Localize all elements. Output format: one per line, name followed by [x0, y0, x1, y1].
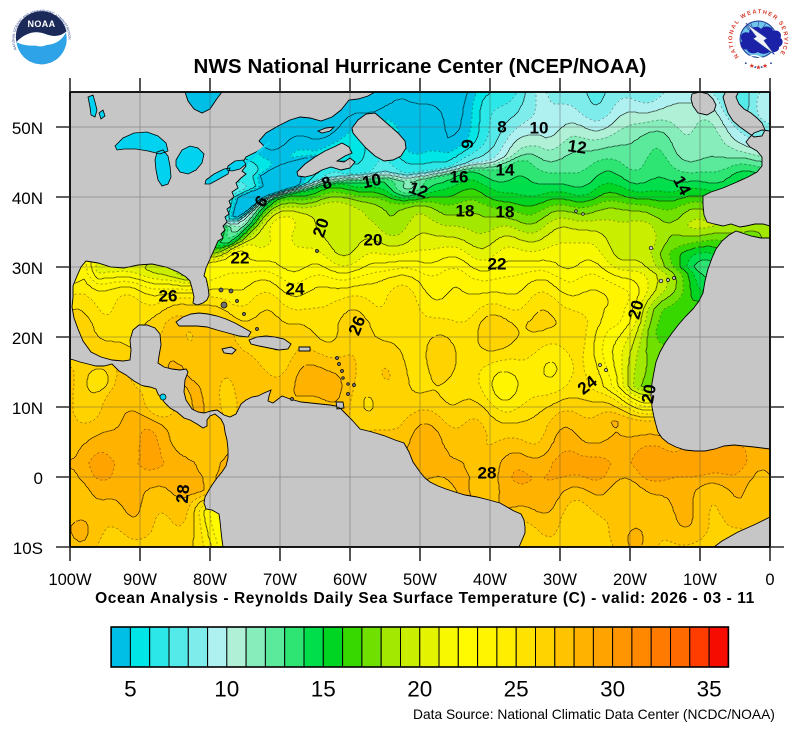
svg-text:15: 15	[311, 677, 336, 702]
svg-text:20: 20	[364, 230, 383, 249]
svg-text:24: 24	[286, 279, 305, 298]
svg-text:NOAA: NOAA	[27, 19, 55, 29]
svg-text:6: 6	[458, 139, 477, 148]
svg-text:20: 20	[407, 677, 432, 702]
svg-text:35: 35	[697, 677, 722, 702]
svg-text:10: 10	[214, 677, 239, 702]
svg-text:20: 20	[309, 216, 333, 240]
svg-text:20: 20	[638, 383, 660, 405]
svg-text:16: 16	[450, 167, 469, 186]
svg-text:8: 8	[497, 117, 506, 136]
svg-text:18: 18	[456, 201, 475, 220]
svg-text:30: 30	[600, 677, 625, 702]
svg-text:20: 20	[624, 298, 647, 321]
svg-text:25: 25	[504, 677, 529, 702]
svg-text:14: 14	[496, 160, 515, 179]
svg-text:22: 22	[488, 254, 507, 273]
svg-text:12: 12	[566, 136, 587, 157]
svg-text:22: 22	[231, 248, 250, 267]
svg-text:5: 5	[124, 677, 137, 702]
svg-text:10: 10	[530, 118, 549, 137]
svg-text:28: 28	[478, 463, 497, 482]
svg-text:28: 28	[173, 484, 194, 505]
svg-text:10: 10	[361, 170, 383, 193]
svg-text:18: 18	[496, 202, 515, 221]
svg-text:26: 26	[159, 286, 178, 305]
